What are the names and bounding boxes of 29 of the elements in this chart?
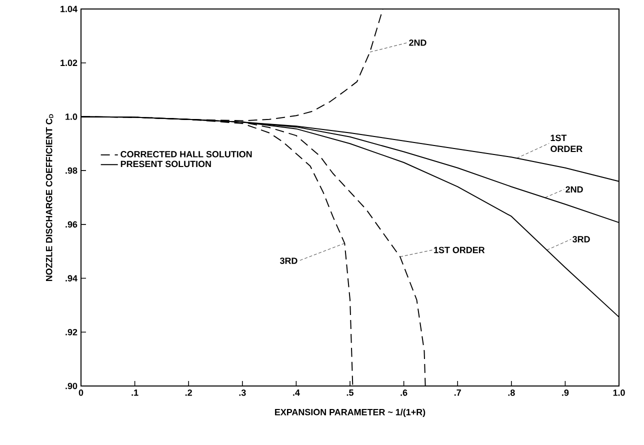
annotation: 3RD: [572, 236, 590, 242]
y-tick-label: 1.02: [60, 60, 78, 66]
legend-label: PRESENT SOLUTION: [120, 160, 211, 168]
x-tick-label: .7: [454, 390, 461, 396]
x-tick-label: .4: [293, 390, 300, 396]
x-tick-label: .9: [562, 390, 569, 396]
annotation: 1ST ORDER: [550, 134, 582, 152]
x-tick-label: .8: [508, 390, 515, 396]
y-tick-label: .90: [66, 382, 78, 390]
x-axis-title: EXPANSION PARAMETER ~ 1/(1+R): [275, 408, 426, 418]
x-tick-label: .6: [400, 390, 408, 396]
x-tick-label: 1.0: [613, 390, 625, 396]
annotation: 2ND: [409, 40, 426, 46]
annotation: 3RD: [280, 258, 298, 264]
y-tick-label: .98: [66, 167, 78, 174]
x-tick-label: .5: [346, 390, 354, 396]
annotation: 1ST ORDER: [434, 246, 485, 254]
annotation: 2ND: [566, 186, 583, 193]
y-tick-label: .96: [66, 221, 78, 228]
y-tick-label: .92: [66, 328, 78, 336]
y-tick-label: 1.0: [66, 114, 78, 120]
y-axis-title: NOZZLE DISCHARGE COEFFICIENT C$_{D}$: [46, 114, 54, 282]
x-tick-label: .2: [185, 390, 192, 396]
x-tick-label: .1: [132, 390, 138, 396]
y-tick-label: .94: [66, 275, 78, 282]
x-tick-label: .3: [239, 390, 246, 396]
x-tick-label: 0: [78, 390, 84, 396]
legend-label: CORRECTED HALL SOLUTION: [120, 151, 252, 158]
y-tick-label: 1.04: [60, 6, 78, 12]
